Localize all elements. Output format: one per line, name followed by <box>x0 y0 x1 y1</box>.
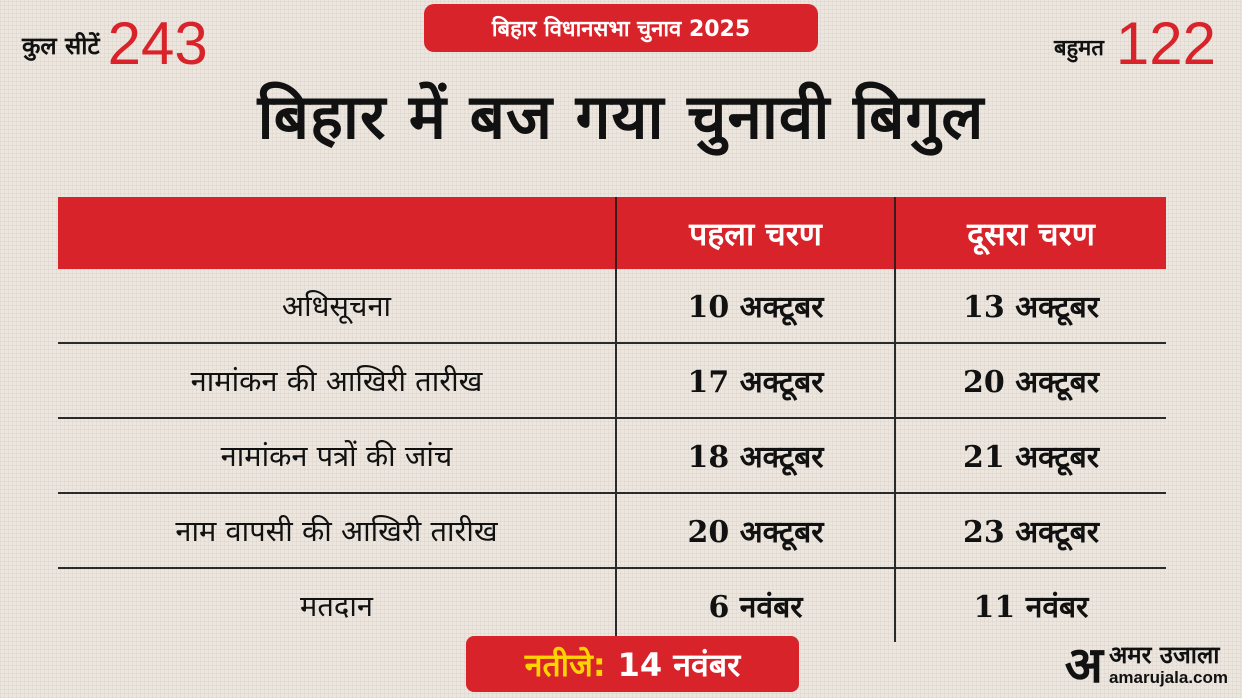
row-label: नाम वापसी की आखिरी तारीख <box>175 514 498 548</box>
header-cell-phase-1: पहला चरण <box>615 197 894 269</box>
total-seats: कुल सीटें 243 <box>22 14 208 74</box>
headline: बिहार में बज गया चुनावी बिगुल <box>257 80 985 153</box>
phase-1-date: 17 अक्टूबर <box>615 344 894 417</box>
phase-2-date: 13 अक्टूबर <box>894 269 1166 342</box>
phase-1-date: 18 अक्टूबर <box>615 419 894 492</box>
table-row: नामांकन पत्रों की जांच 18 अक्टूबर 21 अक्… <box>58 419 1166 494</box>
table-row: नाम वापसी की आखिरी तारीख 20 अक्टूबर 23 अ… <box>58 494 1166 569</box>
phase-2-date: 21 अक्टूबर <box>894 419 1166 492</box>
majority: बहुमत 122 <box>1054 14 1216 74</box>
row-label: मतदान <box>300 589 373 623</box>
amar-ujala-logo: अ अमर उजाला amarujala.com <box>1065 640 1228 690</box>
phase-2-date: 23 अक्टूबर <box>894 494 1166 567</box>
header-cell-phase-2: दूसरा चरण <box>894 197 1166 269</box>
row-label: नामांकन पत्रों की जांच <box>220 439 453 473</box>
phase-1-date: 10 अक्टूबर <box>615 269 894 342</box>
table-header: पहला चरण दूसरा चरण <box>58 197 1166 269</box>
logo-brand: अमर उजाला <box>1108 641 1220 670</box>
total-seats-label: कुल सीटें <box>22 32 100 60</box>
logo-mark: अ <box>1064 635 1103 694</box>
logo-site: amarujala.com <box>1108 667 1228 687</box>
total-seats-value: 243 <box>107 10 208 77</box>
phase-1-date: 6 नवंबर <box>615 569 894 642</box>
phase-1-date: 20 अक्टूबर <box>615 494 894 567</box>
logo-text: अमर उजाला amarujala.com <box>1109 643 1228 686</box>
result-badge: नतीजे: 14 नवंबर <box>466 636 799 692</box>
table-row: मतदान 6 नवंबर 11 नवंबर <box>58 569 1166 642</box>
schedule-table: पहला चरण दूसरा चरण अधिसूचना 10 अक्टूबर 1… <box>58 197 1166 642</box>
row-label: अधिसूचना <box>281 289 392 323</box>
table-row: नामांकन की आखिरी तारीख 17 अक्टूबर 20 अक्… <box>58 344 1166 419</box>
table-row: अधिसूचना 10 अक्टूबर 13 अक्टूबर <box>58 269 1166 344</box>
election-badge: बिहार विधानसभा चुनाव 2025 <box>424 4 818 52</box>
phase-2-date: 20 अक्टूबर <box>894 344 1166 417</box>
phase-2-date: 11 नवंबर <box>894 569 1166 642</box>
header-cell-empty <box>58 197 615 269</box>
result-label: नतीजे: <box>524 645 606 684</box>
row-label: नामांकन की आखिरी तारीख <box>190 364 483 398</box>
majority-value: 122 <box>1115 10 1216 77</box>
majority-label: बहुमत <box>1053 36 1104 61</box>
result-date: 14 नवंबर <box>617 645 741 684</box>
